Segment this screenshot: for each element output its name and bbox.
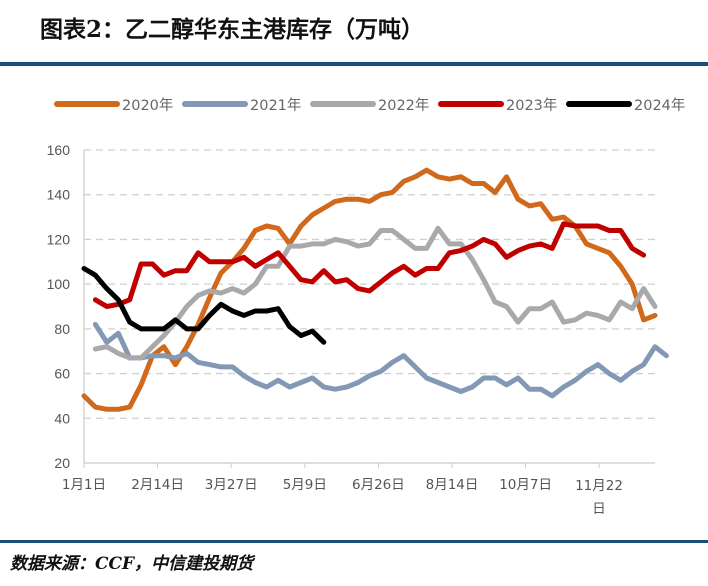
y-tick-label: 80 — [54, 321, 70, 337]
source-note: 数据来源：CCF，中信建投期货 — [10, 554, 254, 574]
series-line-2021 — [92, 321, 669, 399]
legend-label: 2024年 — [634, 97, 685, 114]
y-tick-label: 120 — [47, 231, 71, 247]
y-tick-label: 100 — [47, 276, 71, 292]
x-tick-label: 3月27日 — [205, 477, 258, 493]
legend-label: 2020年 — [122, 97, 173, 114]
x-tick-label: 6月26日 — [352, 477, 405, 493]
x-tick-label: 5月9日 — [283, 477, 327, 493]
y-tick-label: 40 — [54, 410, 70, 426]
x-tick-label: 11月22日 — [575, 478, 623, 517]
series-line-2022 — [92, 225, 658, 361]
x-tick-label: 2月14日 — [131, 477, 184, 493]
chart-title: 图表2：乙二醇华东主港库存（万吨） — [40, 16, 425, 43]
y-tick-label: 60 — [54, 366, 70, 382]
x-tick-label: 10月7日 — [499, 477, 552, 493]
title-divider — [0, 62, 708, 66]
footer-divider — [0, 540, 708, 543]
series-line-2023 — [92, 221, 647, 309]
y-tick-label: 20 — [54, 455, 70, 471]
y-tick-label: 140 — [47, 187, 71, 203]
legend-label: 2023年 — [506, 97, 557, 114]
legend-label: 2022年 — [378, 97, 429, 114]
y-tick-label: 160 — [47, 142, 71, 158]
line-chart: 20 40 60 80 100 120 140 160 1月1日 2月14日 3月27日 5月9日 6月… — [47, 97, 686, 493]
legend-label: 2021年 — [250, 97, 301, 114]
series-line-2024 — [81, 266, 327, 345]
x-tick-label: 1月1日 — [62, 477, 106, 493]
x-tick-label: 8月14日 — [426, 477, 479, 493]
